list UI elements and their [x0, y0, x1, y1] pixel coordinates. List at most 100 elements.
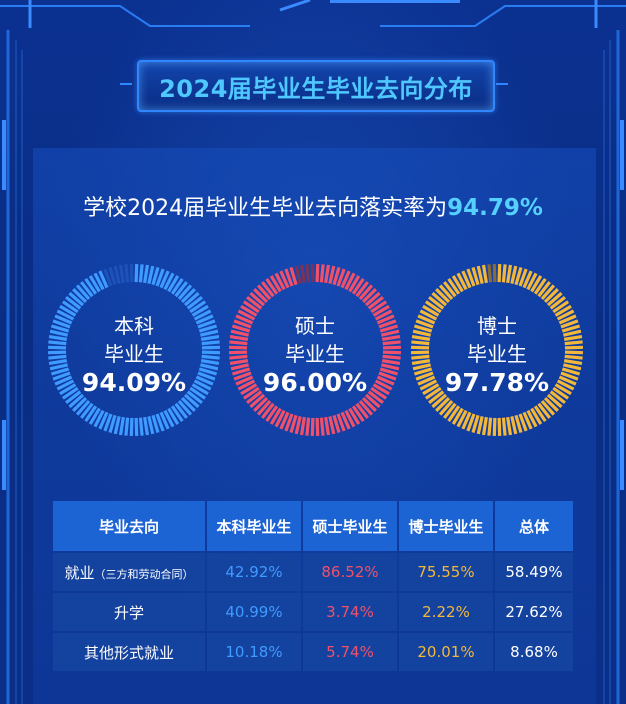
ring-boshi	[410, 263, 584, 437]
ring-segment	[98, 270, 109, 289]
table-header-cell: 博士毕业生	[399, 501, 493, 551]
ring-segment	[65, 296, 82, 310]
ring-segment	[249, 393, 266, 409]
ring-segment	[279, 411, 290, 430]
ring-segment	[424, 300, 442, 314]
ring-segment	[367, 390, 384, 404]
ring-segment	[476, 416, 484, 435]
table-header-cell: 本科毕业生	[207, 501, 301, 551]
ring-segment	[435, 396, 451, 412]
ring-segment	[381, 363, 400, 371]
ring-segment	[75, 284, 91, 301]
ring-segment	[487, 264, 493, 283]
ring-segment	[526, 409, 538, 428]
ring-segment	[344, 272, 356, 291]
ring-segment	[235, 314, 254, 325]
ring-value-shuoshi: 96.00%	[262, 368, 368, 397]
ring-segment	[417, 314, 436, 325]
cell-benke: 40.99%	[207, 593, 301, 631]
ring-segment	[554, 383, 572, 396]
ring-segment	[533, 277, 547, 295]
ring-segment	[265, 405, 279, 423]
ring-segment	[261, 402, 275, 419]
ring-segment	[284, 413, 294, 432]
row-label: 升学	[53, 593, 205, 631]
ring-segment	[560, 371, 579, 381]
ring-segment	[431, 393, 448, 409]
cell-boshi: 20.01%	[399, 633, 493, 671]
ring-segment	[376, 314, 395, 325]
ring-segment	[522, 270, 533, 289]
ring-segment	[471, 266, 480, 286]
ring-segment	[198, 367, 218, 376]
ring-segment	[269, 407, 282, 425]
ring-segment	[191, 304, 209, 317]
ring-segment	[80, 402, 94, 419]
ring-segment	[80, 281, 94, 298]
ring-segment	[382, 345, 402, 350]
ring-segment	[129, 417, 134, 437]
ring-segment	[159, 270, 170, 289]
ring-segment	[197, 371, 216, 381]
ring-segment	[54, 314, 73, 325]
ring-segment	[201, 350, 221, 355]
ring-segment	[195, 375, 214, 386]
ring-segment	[198, 324, 218, 333]
ring-segment	[200, 363, 219, 371]
ring-segment	[189, 300, 207, 314]
ring-segment	[284, 268, 294, 287]
ring-segment	[540, 399, 556, 416]
ring-segment	[340, 411, 351, 430]
ring-segment	[319, 264, 325, 283]
headline-rate-value: 94.79%	[447, 195, 543, 221]
ring-segment	[556, 309, 575, 321]
ring-segment	[378, 371, 397, 381]
ring-segment	[124, 417, 130, 436]
ring-segment	[443, 402, 457, 419]
ring-segment	[378, 319, 397, 329]
ring-segment	[228, 345, 248, 350]
ring-shuoshi	[228, 263, 402, 437]
ring-segment	[231, 324, 251, 333]
ring-label-boshi: 博士 毕业生	[412, 312, 582, 368]
ring-segment	[246, 390, 263, 404]
ring-segment	[294, 416, 302, 435]
ring-segment	[201, 340, 220, 346]
ring-segment	[564, 340, 583, 346]
ring-segment	[466, 413, 476, 432]
ring-segment	[481, 264, 488, 284]
ring-segment	[506, 416, 513, 436]
ring-segment	[233, 371, 252, 381]
ring-segment	[47, 350, 67, 355]
ring-segment	[61, 300, 79, 314]
ring-segment	[193, 309, 212, 321]
ring-segment	[299, 264, 306, 284]
ring-segment	[530, 275, 543, 293]
ring-segment	[328, 416, 336, 435]
ring-segment	[332, 266, 341, 286]
ring-segment	[113, 265, 121, 284]
ring-segment	[228, 350, 248, 355]
ring-segment	[189, 386, 207, 400]
ring-segment	[167, 275, 180, 293]
ring-segment	[348, 275, 361, 293]
ring-segment	[138, 417, 144, 436]
ring-segment	[177, 399, 193, 416]
ring-segment	[186, 390, 203, 404]
ring-segment	[411, 334, 431, 341]
ring-segment	[554, 304, 572, 317]
cell-benke: 42.92%	[207, 553, 301, 591]
row-label: 其他形式就业	[53, 633, 205, 671]
cell-shuoshi: 86.52%	[303, 553, 397, 591]
ring-segment	[229, 340, 248, 346]
ring-segment	[419, 379, 438, 391]
ring-segment	[129, 263, 134, 283]
ring-segment	[59, 304, 77, 317]
ring-segment	[530, 407, 543, 425]
ring-segment	[526, 272, 538, 291]
ring-segment	[552, 300, 570, 314]
ring-segment	[546, 291, 563, 307]
ring-segment	[183, 393, 200, 409]
ring-segment	[256, 284, 272, 301]
ring-segment	[379, 324, 399, 333]
